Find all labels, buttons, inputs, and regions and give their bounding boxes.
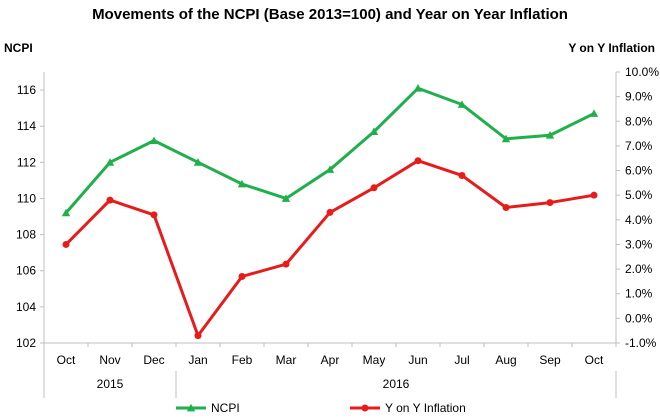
ncpi-data-point	[325, 165, 335, 173]
right-tick-label: 3.0%	[625, 237, 653, 251]
left-tick-label: 106	[16, 264, 36, 278]
ncpi-data-point	[61, 208, 71, 217]
left-axis-title: NCPI	[4, 41, 33, 55]
left-tick-label: 114	[17, 119, 36, 133]
right-tick-label: 10.0%	[625, 65, 659, 79]
year-group-label: 2016	[383, 377, 410, 391]
right-tick-label: 7.0%	[625, 139, 653, 153]
y-on-y-inflation-data-point	[458, 171, 466, 179]
x-tick-label: Oct	[585, 353, 604, 367]
y-on-y-inflation-data-point	[326, 208, 334, 216]
ncpi-data-point	[369, 127, 379, 135]
left-tick-label: 102	[16, 336, 36, 350]
left-tick-label: 104	[16, 300, 36, 314]
x-tick-label: Sep	[539, 353, 561, 367]
y-on-y-inflation-data-point	[414, 157, 422, 165]
year-group-label: 2015	[97, 377, 124, 391]
x-tick-label: Mar	[276, 353, 297, 367]
ncpi-data-point	[457, 100, 467, 108]
right-tick-label: 5.0%	[625, 188, 653, 202]
y-on-y-inflation-data-point	[370, 184, 378, 192]
ncpi-data-point	[149, 136, 159, 145]
ncpi-data-point	[545, 131, 555, 139]
left-tick-label: 108	[16, 228, 36, 242]
x-tick-label: Apr	[321, 353, 340, 367]
legend-marker-y-on-y-inflation	[361, 404, 369, 412]
y-on-y-inflation-series-line	[64, 159, 595, 338]
ncpi-data-point	[105, 158, 115, 166]
ncpi-data-point	[501, 134, 511, 143]
right-tick-label: -1.0%	[625, 336, 657, 350]
legend-label-ncpi: NCPI	[211, 401, 240, 415]
right-tick-label: 1.0%	[625, 287, 653, 301]
right-tick-label: 0.0%	[625, 311, 653, 325]
ncpi-data-point	[237, 179, 247, 188]
y-on-y-inflation-data-point	[238, 272, 246, 280]
x-tick-label: Jun	[408, 353, 427, 367]
y-on-y-inflation-data-point	[194, 332, 202, 340]
y-on-y-inflation-data-point	[590, 191, 598, 199]
ncpi-data-point	[281, 194, 291, 202]
ncpi-data-point	[413, 84, 423, 92]
right-tick-label: 4.0%	[625, 213, 653, 227]
legend-label-y-on-y-inflation: Y on Y Inflation	[385, 401, 466, 415]
right-axis-title: Y on Y Inflation	[568, 41, 655, 55]
y-on-y-inflation-data-point	[106, 196, 114, 204]
x-tick-label: Jan	[188, 353, 207, 367]
right-tick-label: 2.0%	[625, 262, 653, 276]
chart-title: Movements of the NCPI (Base 2013=100) an…	[92, 6, 568, 23]
left-tick-label: 110	[17, 191, 36, 205]
right-tick-label: 9.0%	[625, 90, 653, 104]
x-tick-label: Feb	[232, 353, 253, 367]
right-tick-label: 8.0%	[625, 114, 653, 128]
right-tick-label: 6.0%	[625, 164, 653, 178]
x-tick-label: Aug	[495, 353, 516, 367]
x-tick-label: Jul	[454, 353, 469, 367]
left-tick-label: 112	[17, 155, 36, 169]
y-on-y-inflation-data-point	[62, 240, 70, 248]
y-on-y-inflation-data-point	[546, 199, 554, 207]
y-on-y-inflation-data-point	[150, 211, 158, 219]
left-tick-label: 116	[17, 83, 36, 97]
y-on-y-inflation-data-point	[282, 260, 290, 268]
ncpi-series-line	[64, 86, 595, 214]
x-tick-label: Oct	[57, 353, 76, 367]
y-on-y-inflation-data-point	[502, 204, 510, 211]
legend-marker-ncpi	[186, 403, 196, 412]
x-tick-label: Dec	[143, 353, 164, 367]
x-tick-label: Nov	[99, 353, 120, 367]
x-tick-label: May	[363, 353, 386, 367]
ncpi-data-point	[589, 109, 599, 117]
ncpi-data-point	[193, 158, 203, 166]
